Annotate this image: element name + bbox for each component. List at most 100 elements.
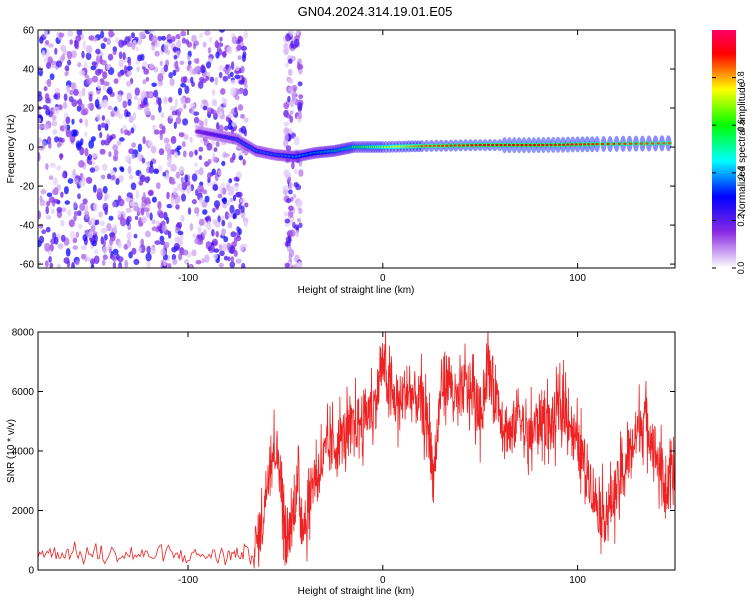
- spectrogram-cell: [234, 74, 241, 80]
- spectrogram-cell: [166, 216, 170, 225]
- spectrogram-cell: [88, 230, 93, 239]
- spectrogram-cell: [175, 116, 182, 125]
- spectrogram-cell: [53, 186, 59, 196]
- x-tick-label: -100: [178, 575, 198, 586]
- spectrogram-cell: [94, 99, 100, 108]
- spectrogram-cell: [100, 220, 105, 227]
- spectrogram-cell: [112, 50, 117, 56]
- ridge-core: [656, 142, 660, 145]
- spectrogram-cell: [184, 85, 190, 94]
- spectrogram-cell: [178, 252, 183, 261]
- spectrogram-cell: [166, 191, 170, 200]
- spectrogram-cell: [68, 96, 74, 103]
- spectrogram-cell: [173, 151, 179, 159]
- spectrogram-cell: [152, 124, 156, 131]
- spectrogram-cell: [215, 141, 220, 148]
- spectrogram-cell: [224, 125, 229, 131]
- spectrogram-cell: [148, 63, 155, 69]
- spectrogram-cell: [240, 125, 247, 134]
- y-tick-label: 0: [28, 143, 34, 154]
- spectrogram-cell: [176, 145, 182, 150]
- spectrogram-cell: [95, 219, 100, 225]
- spectrogram-cell: [45, 163, 49, 171]
- spectrogram-cell: [160, 112, 165, 118]
- spectrogram-cell: [191, 249, 197, 257]
- spectrogram-cell: [129, 201, 135, 207]
- spectrogram-cell: [237, 88, 244, 95]
- spectrogram-cell: [151, 35, 158, 44]
- spectrogram-cell: [212, 219, 218, 225]
- spectrogram-cell: [240, 198, 246, 204]
- ridge-core: [601, 142, 605, 146]
- spectrogram-cell: [106, 173, 112, 180]
- spectrogram-cell: [65, 116, 71, 124]
- spectrogram-cell: [142, 79, 147, 85]
- spectrogram-cell: [293, 182, 299, 188]
- spectrogram-cell: [231, 36, 238, 45]
- ridge-core: [541, 143, 545, 147]
- spectrogram-cell: [38, 123, 43, 130]
- spectrogram-cell: [39, 36, 44, 44]
- spectrogram-cell: [64, 200, 71, 205]
- spectrogram-cell: [60, 44, 67, 52]
- spectrogram-cell: [53, 106, 60, 115]
- spectrogram-cell: [77, 210, 82, 217]
- ridge-core: [587, 143, 591, 146]
- spectrogram-cell: [171, 254, 177, 261]
- spectrogram-cell: [96, 188, 103, 197]
- spectrogram-cell: [218, 111, 223, 116]
- spectrogram-cell: [188, 150, 194, 158]
- ridge-core: [549, 143, 553, 147]
- spectrogram-cell: [107, 105, 113, 111]
- spectrogram-cell: [58, 32, 65, 38]
- spectrogram-cell: [206, 142, 213, 151]
- ridge-core: [595, 142, 599, 146]
- spectrogram-cell: [207, 220, 211, 229]
- spectrogram-cell: [95, 48, 101, 55]
- spectrogram-cell: [294, 224, 300, 230]
- spectrogram-cell: [82, 234, 88, 242]
- spectrogram-cell: [103, 37, 108, 42]
- spectrogram-cell: [212, 184, 219, 191]
- spectrogram-cell: [125, 207, 131, 213]
- spectrogram-cell: [283, 139, 289, 148]
- spectrogram-cell: [296, 30, 300, 36]
- spectrogram-cell: [174, 98, 178, 108]
- ridge-core: [474, 144, 478, 147]
- spectrogram-cell: [88, 93, 93, 102]
- spectrogram-cell: [151, 82, 157, 88]
- spectrogram-cell: [101, 122, 106, 128]
- spectrogram-cell: [56, 142, 61, 148]
- snr-line: [38, 332, 675, 569]
- spectrogram-cell: [46, 215, 52, 220]
- spectrogram-cell: [216, 122, 220, 130]
- spectrogram-cell: [100, 42, 106, 50]
- spectrogram-cell: [102, 246, 109, 254]
- spectrogram-x-label: Height of straight line (km): [298, 285, 415, 296]
- spectrogram-cell: [76, 30, 83, 36]
- spectrogram-cell: [69, 230, 76, 240]
- spectrogram-cell: [45, 226, 51, 233]
- spectrogram-cell: [88, 140, 95, 149]
- spectrogram-cell: [292, 193, 297, 199]
- spectrogram-cell: [63, 93, 68, 102]
- spectrogram-cell: [175, 33, 181, 40]
- spectrogram-cell: [133, 258, 140, 265]
- spectrogram-cell: [126, 80, 132, 87]
- spectrogram-cell: [128, 174, 134, 180]
- spectrogram-cell: [163, 96, 168, 104]
- spectrogram-cell: [230, 87, 237, 96]
- ridge-core: [507, 143, 511, 147]
- spectrogram-cell: [62, 101, 68, 110]
- spectrogram-cell: [195, 169, 200, 175]
- spectrogram-cell: [234, 208, 241, 216]
- colorbar-gradient: [712, 30, 736, 268]
- spectrogram-cell: [217, 193, 223, 199]
- spectrogram-cell: [45, 106, 50, 112]
- spectrogram-cell: [224, 211, 230, 220]
- y-tick-label: -20: [20, 182, 35, 193]
- spectrogram-cell: [102, 186, 108, 194]
- spectrogram-cell: [52, 129, 58, 135]
- spectrogram-cell: [207, 158, 212, 165]
- spectrogram-cell: [295, 230, 299, 238]
